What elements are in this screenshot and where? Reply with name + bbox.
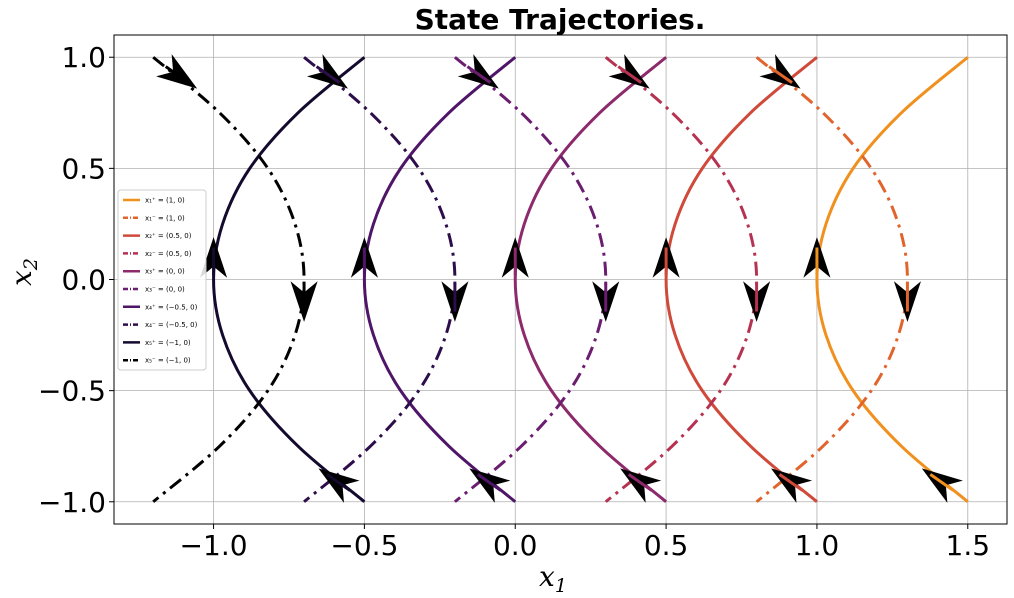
x-tick-label: −0.5 — [330, 529, 398, 562]
series-line-8 — [303, 56, 457, 503]
y-tick-label: −0.5 — [38, 375, 106, 408]
x-axis-label-base: x — [539, 560, 555, 593]
series-line-1 — [815, 56, 969, 503]
trajectory-arrow — [743, 281, 771, 322]
series-line-3 — [664, 56, 818, 503]
trajectory-arrow — [441, 281, 469, 322]
x-tick-label: 1.0 — [795, 529, 840, 562]
legend-label: x₃⁺ = (0, 0) — [145, 268, 185, 276]
trajectory-arrow — [457, 54, 499, 89]
series-line-10 — [152, 56, 306, 503]
legend-label: x₃⁻ = (0, 0) — [145, 286, 185, 294]
chart-title: State Trajectories. — [415, 3, 706, 36]
x-axis-label: x1 — [539, 560, 567, 597]
legend-label: x₂⁺ = (0.5, 0) — [145, 232, 192, 240]
trajectory-arrow — [652, 237, 680, 278]
legend-label: x₂⁻ = (0.5, 0) — [145, 250, 192, 258]
y-tick-label: −1.0 — [38, 486, 106, 519]
y-tick-label: 0.0 — [61, 264, 106, 297]
series-line-5 — [513, 56, 668, 503]
trajectory-arrow — [759, 54, 801, 89]
ticks-group: −1.0 −0.5 0.0 0.5 1.0 1.5 1.0 0.5 0.0 −0.5 −1.0 — [38, 41, 990, 562]
series-line-7 — [362, 56, 517, 503]
series-line-6 — [453, 56, 608, 503]
x-tick-label: 0.5 — [644, 529, 689, 562]
trajectory-arrow — [306, 54, 349, 89]
trajectory-arrow — [318, 468, 360, 503]
y-axis-label-base: x — [5, 270, 38, 286]
trajectory-arrow — [620, 468, 662, 503]
trajectory-arrow — [803, 237, 831, 278]
trajectory-arrow — [921, 468, 963, 503]
legend-label: x₅⁺ = (−1, 0) — [145, 339, 191, 347]
y-tick-label: 1.0 — [61, 41, 106, 74]
x-tick-label: −1.0 — [180, 529, 248, 562]
trajectory-arrow — [156, 54, 198, 89]
trajectory-arrow — [770, 468, 813, 503]
x-tick-label: 1.5 — [946, 529, 991, 562]
legend-label: x₁⁻ = (1, 0) — [145, 214, 185, 222]
legend-label: x₄⁻ = (−0.5, 0) — [145, 321, 198, 329]
legend-label: x₁⁺ = (1, 0) — [145, 197, 185, 205]
legend-label: x₄⁺ = (−0.5, 0) — [145, 303, 198, 311]
trajectory-arrow — [608, 54, 650, 89]
trajectory-arrow — [350, 237, 378, 278]
y-axis-label: x2 — [5, 258, 42, 286]
x-tick-label: 0.0 — [493, 529, 538, 562]
y-tick-label: 0.5 — [61, 152, 106, 185]
series-group — [152, 56, 969, 503]
trajectory-arrow — [290, 281, 318, 322]
legend-label: x₅⁻ = (−1, 0) — [145, 357, 191, 365]
y-axis-label-subscript: 2 — [20, 258, 42, 271]
series-line-2 — [755, 56, 909, 503]
arrows-group — [156, 54, 963, 503]
trajectory-arrow — [501, 237, 529, 278]
legend: x₁⁺ = (1, 0) x₁⁻ = (1, 0) x₂⁺ = (0.5, 0) x₂… — [117, 189, 207, 371]
series-line-9 — [212, 56, 366, 503]
trajectory-arrow — [469, 468, 511, 503]
series-line-4 — [604, 56, 759, 503]
x-axis-label-subscript: 1 — [555, 575, 567, 597]
trajectory-arrow — [592, 281, 620, 322]
trajectory-arrow — [893, 281, 921, 322]
